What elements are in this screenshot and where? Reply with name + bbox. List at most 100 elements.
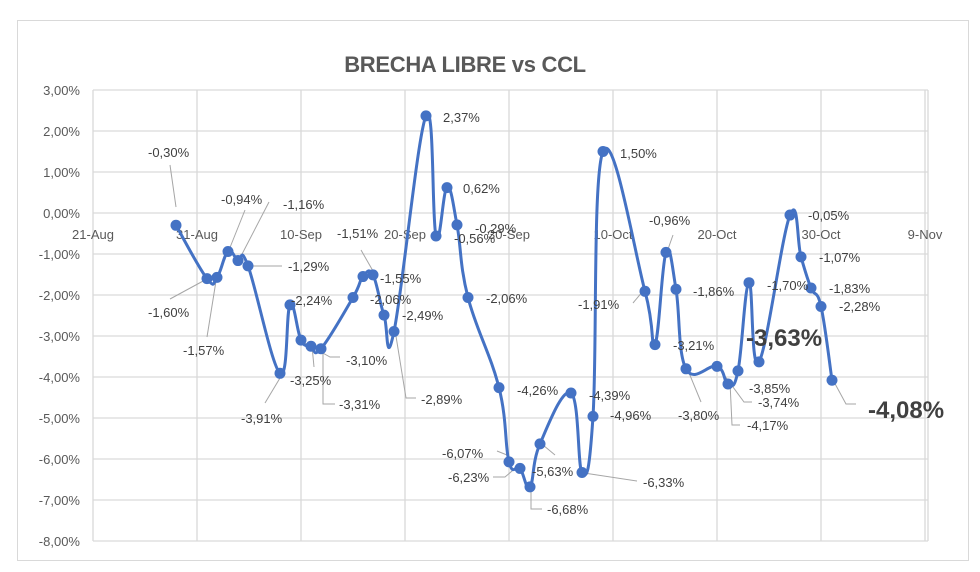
data-point-marker	[295, 334, 307, 346]
leader-line	[729, 381, 740, 426]
data-point-marker	[649, 339, 661, 351]
data-label: -5,63%	[532, 464, 574, 479]
data-point-marker	[524, 481, 536, 493]
leader-line	[394, 329, 416, 399]
leader-line	[583, 472, 638, 482]
chart-title: BRECHA LIBRE vs CCL	[344, 52, 586, 77]
data-label: -1,83%	[829, 281, 871, 296]
y-tick-label: -4,00%	[39, 370, 81, 385]
data-label: -3,74%	[758, 395, 800, 410]
data-label: -6,68%	[547, 502, 589, 517]
data-markers	[170, 110, 838, 493]
leader-line	[496, 450, 508, 456]
data-label: 1,50%	[620, 146, 657, 161]
data-point-marker	[639, 285, 651, 297]
data-point-marker	[305, 340, 317, 352]
data-label: -3,63%	[746, 325, 822, 352]
data-label: -6,23%	[448, 470, 490, 485]
data-label: -1,86%	[693, 284, 735, 299]
data-label: -2,89%	[421, 392, 463, 407]
data-point-marker	[680, 363, 692, 375]
data-label: -3,80%	[678, 408, 720, 423]
leader-line	[360, 249, 374, 272]
data-label: -1,55%	[380, 271, 422, 286]
y-tick-label: 0,00%	[43, 206, 80, 221]
data-label: -2,49%	[402, 308, 444, 323]
data-point-marker	[753, 356, 765, 368]
leader-line	[832, 379, 856, 405]
y-tick-label: -1,00%	[39, 247, 81, 262]
data-label: -3,21%	[673, 338, 715, 353]
data-label: -3,85%	[749, 381, 791, 396]
data-point-marker	[378, 309, 390, 321]
data-label: -1,29%	[288, 259, 330, 274]
leader-line	[206, 280, 217, 338]
y-tick-label: 3,00%	[43, 83, 80, 98]
y-tick-label: -7,00%	[39, 493, 81, 508]
data-point-marker	[670, 283, 682, 295]
leader-line	[169, 164, 177, 208]
data-point-marker	[784, 209, 796, 221]
data-point-marker	[441, 182, 453, 194]
data-label: -2,24%	[291, 293, 333, 308]
data-label: -1,07%	[819, 250, 861, 265]
data-label: -2,06%	[370, 292, 412, 307]
x-tick-label: 30-Sep	[488, 227, 530, 242]
data-label: -1,57%	[183, 343, 225, 358]
x-tick-label: 9-Nov	[908, 227, 943, 242]
data-point-marker	[357, 271, 369, 283]
leader-line	[542, 444, 556, 456]
y-tick-label: 2,00%	[43, 124, 80, 139]
data-point-marker	[587, 410, 599, 422]
data-point-marker	[462, 291, 474, 303]
data-point-marker	[503, 456, 515, 468]
data-label: -0,94%	[221, 192, 263, 207]
data-point-marker	[388, 325, 400, 337]
data-point-marker	[430, 230, 442, 242]
data-point-marker	[576, 467, 588, 479]
leader-line	[169, 279, 206, 300]
data-point-marker	[597, 146, 609, 157]
y-tick-label: -2,00%	[39, 288, 81, 303]
data-point-marker	[232, 255, 244, 267]
data-label: -4,96%	[610, 408, 652, 423]
data-point-marker	[534, 438, 546, 450]
data-label: -1,70%	[767, 278, 809, 293]
data-label: -1,16%	[283, 197, 325, 212]
data-point-marker	[732, 365, 744, 377]
y-tick-label: -6,00%	[39, 452, 81, 467]
data-point-marker	[242, 260, 254, 272]
x-tick-label: 31-Aug	[176, 227, 218, 242]
data-point-marker	[493, 382, 505, 394]
y-tick-label: -3,00%	[39, 329, 81, 344]
data-label: -4,26%	[517, 383, 559, 398]
leader-line	[239, 201, 270, 259]
data-point-marker	[565, 387, 577, 399]
data-point-marker	[451, 219, 463, 231]
x-axis-labels: 21-Aug 31-Aug 10-Sep 20-Sep 30-Sep 10-Oct 20-O…	[72, 227, 943, 242]
data-point-marker	[805, 282, 817, 294]
data-label: -2,06%	[486, 291, 528, 306]
data-label: -0,30%	[148, 145, 190, 160]
data-point-marker	[211, 271, 223, 283]
data-label: -4,08%	[868, 397, 944, 424]
data-point-marker	[815, 300, 827, 312]
data-point-marker	[222, 246, 234, 258]
data-label: -3,10%	[346, 353, 388, 368]
x-tick-label: 20-Oct	[697, 227, 736, 242]
data-point-marker	[420, 110, 432, 122]
data-label: -4,17%	[747, 418, 789, 433]
y-tick-label: -5,00%	[39, 411, 81, 426]
data-label: -4,39%	[589, 388, 631, 403]
leader-line	[228, 209, 246, 251]
data-point-marker	[826, 374, 838, 386]
data-label: -6,07%	[442, 446, 484, 461]
data-point-marker	[660, 246, 672, 258]
data-label: -3,91%	[241, 411, 283, 426]
data-point-marker	[170, 219, 182, 231]
data-label: -3,25%	[290, 373, 332, 388]
data-label: -1,51%	[337, 226, 379, 241]
data-point-marker	[722, 378, 734, 390]
data-point-marker	[795, 251, 807, 263]
